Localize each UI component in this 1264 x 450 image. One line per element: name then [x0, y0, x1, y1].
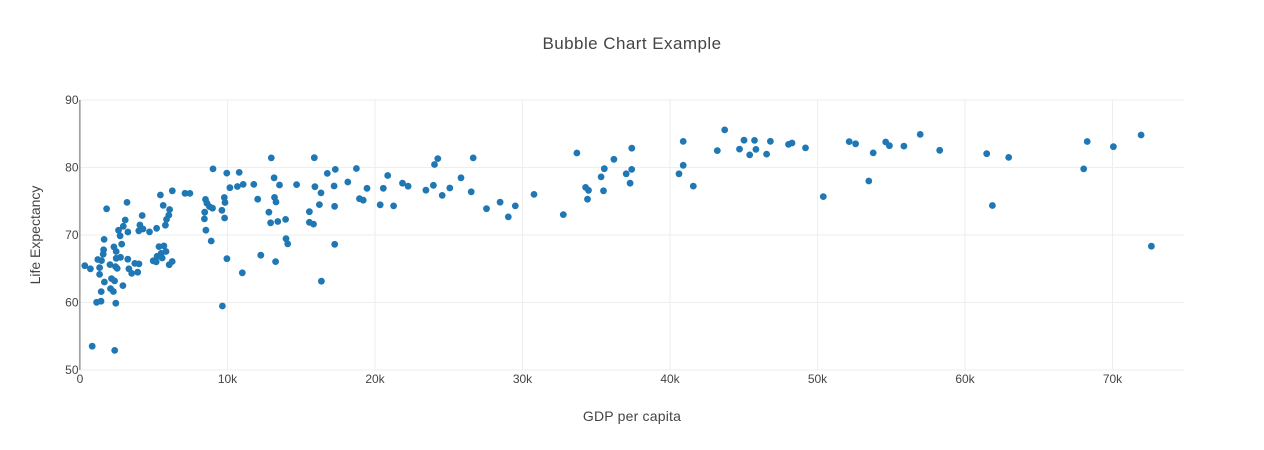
svg-text:50k: 50k [808, 372, 828, 386]
svg-text:50: 50 [65, 363, 79, 377]
svg-text:GDP per capita: GDP per capita [583, 408, 681, 424]
svg-text:Life Expectancy: Life Expectancy [27, 186, 43, 285]
svg-text:60k: 60k [955, 372, 975, 386]
svg-text:40k: 40k [660, 372, 680, 386]
svg-text:0: 0 [77, 372, 84, 386]
svg-text:60: 60 [65, 296, 79, 310]
svg-text:70: 70 [65, 228, 79, 242]
svg-text:90: 90 [65, 93, 79, 107]
svg-text:70k: 70k [1103, 372, 1123, 386]
svg-text:30k: 30k [513, 372, 533, 386]
svg-text:20k: 20k [365, 372, 385, 386]
svg-text:80: 80 [65, 161, 79, 175]
svg-text:Bubble Chart Example: Bubble Chart Example [542, 34, 721, 53]
svg-text:10k: 10k [218, 372, 238, 386]
